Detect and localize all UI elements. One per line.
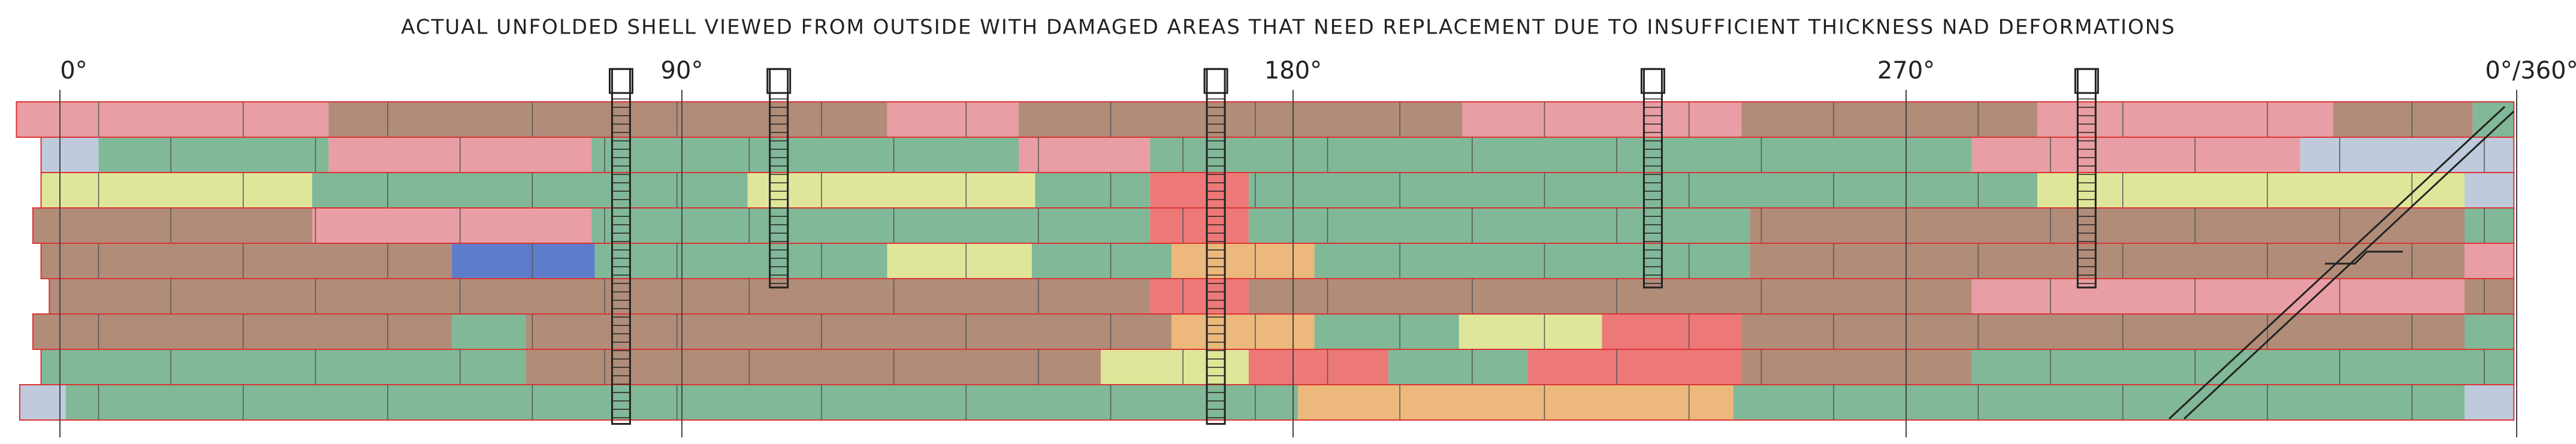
plate-area xyxy=(1462,102,1742,137)
plate-area xyxy=(1750,243,2465,279)
ladder-head xyxy=(608,68,633,94)
plate-area xyxy=(1101,349,1249,385)
angle-label: 0° xyxy=(60,57,87,84)
plate-area xyxy=(41,349,526,385)
plate-area xyxy=(41,173,312,208)
plate-area xyxy=(452,314,526,349)
plate-area xyxy=(452,243,595,279)
plate-area xyxy=(1458,314,1602,349)
plate-area xyxy=(1314,314,1459,349)
plate-area xyxy=(49,279,1150,314)
plate-area xyxy=(312,173,748,208)
plate-area xyxy=(74,102,329,137)
plate-area xyxy=(1643,137,1972,173)
plate-area xyxy=(1741,314,2465,349)
plate-area xyxy=(1035,173,1150,208)
plate-area xyxy=(32,314,452,349)
plate-area xyxy=(1150,279,1249,314)
plate-area xyxy=(1031,243,1172,279)
plate-area xyxy=(1171,314,1315,349)
plate-area xyxy=(2465,243,2514,279)
plate-area xyxy=(887,243,1032,279)
plate-area xyxy=(591,137,1019,173)
plate-area xyxy=(2465,208,2514,243)
plate-area xyxy=(591,208,1150,243)
plate-area xyxy=(1971,137,2300,173)
plate-area xyxy=(41,137,99,173)
angle-label: 90° xyxy=(661,57,703,84)
plate-area xyxy=(1171,243,1315,279)
angle-label: 0°/360° xyxy=(2485,57,2576,84)
plate-area xyxy=(2333,102,2473,137)
stair-landing xyxy=(2325,250,2403,265)
plate-area xyxy=(32,208,312,243)
stair-stringer xyxy=(2183,110,2515,420)
plate-area xyxy=(1314,243,1750,279)
plate-area xyxy=(1248,349,1388,385)
plate-area xyxy=(1019,102,1463,137)
plate-area xyxy=(1602,314,1742,349)
plate-area xyxy=(1971,279,2465,314)
ladder-head xyxy=(1640,68,1665,94)
plates xyxy=(16,101,2515,421)
plate-area xyxy=(2465,314,2514,349)
plate-area xyxy=(1971,349,2514,385)
stairway xyxy=(2168,105,2515,420)
plate-area xyxy=(1248,208,1750,243)
plate-area xyxy=(1150,137,1643,173)
plate-area xyxy=(2300,137,2514,173)
plate-area xyxy=(594,243,887,279)
angle-labels: 0° 90° 180° 270° 0°/360° xyxy=(59,57,2576,437)
drawing-title: ACTUAL UNFOLDED SHELL VIEWED FROM OUTSID… xyxy=(401,16,2176,40)
plate-area xyxy=(2465,385,2514,420)
angle-label: 180° xyxy=(1264,57,1322,84)
plate-area xyxy=(1643,279,1972,314)
ladder-head xyxy=(766,68,792,94)
plate-area xyxy=(328,102,887,137)
plate-area xyxy=(1298,385,1734,420)
plate-area xyxy=(16,102,74,137)
plate-area xyxy=(1150,173,1249,208)
angle-label: 270° xyxy=(1877,57,1935,84)
plate-area xyxy=(887,102,1019,137)
plate-area xyxy=(1741,349,1972,385)
plate-area xyxy=(1741,102,2038,137)
ladders xyxy=(608,68,2099,425)
plate-area xyxy=(41,243,452,279)
plate-area xyxy=(1019,137,1150,173)
plate-area xyxy=(2037,173,2465,208)
plate-area xyxy=(2465,279,2514,314)
plate-area xyxy=(312,208,592,243)
plate-area xyxy=(1733,385,2465,420)
plate-area xyxy=(2465,173,2514,208)
shell-course xyxy=(19,384,2515,421)
ladder-head xyxy=(1203,68,1228,94)
ladder-head xyxy=(2074,68,2099,94)
plate-area xyxy=(1388,349,1529,385)
plate-area xyxy=(1150,208,1249,243)
plate-area xyxy=(1750,208,2465,243)
plate-area xyxy=(526,314,1172,349)
plate-area xyxy=(1528,349,1742,385)
plate-area xyxy=(1248,279,1643,314)
plate-area xyxy=(2472,102,2514,137)
plate-area xyxy=(98,137,329,173)
plate-area xyxy=(747,173,1035,208)
plate-area xyxy=(19,385,66,420)
